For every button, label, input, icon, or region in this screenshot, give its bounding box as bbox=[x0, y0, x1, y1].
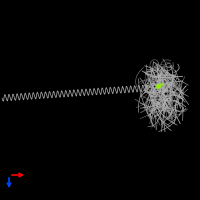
Point bbox=[159, 82, 163, 86]
Point bbox=[156, 84, 160, 88]
